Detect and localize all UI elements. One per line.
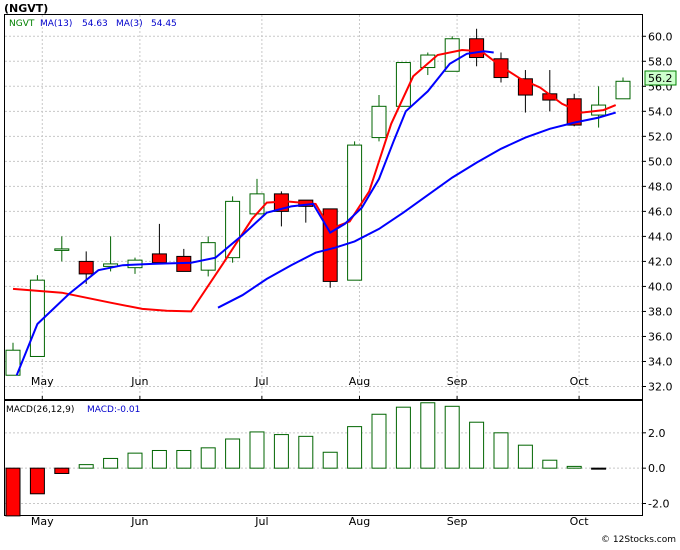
candle-body-up (444, 38, 460, 72)
macd-bar-positive (444, 405, 460, 469)
candle-body-up (615, 80, 631, 100)
price-tick-label: 48.0 (648, 180, 673, 193)
month-label: Sep (447, 375, 468, 388)
ma3-line (12, 48, 617, 313)
legend-ma13-value: 54.63 (82, 19, 108, 29)
candle-body-up (200, 242, 216, 271)
candle-body-down (78, 260, 94, 275)
price-tick-label: 40.0 (648, 280, 673, 293)
macd-bar-positive (176, 449, 192, 469)
macd-bar-positive (395, 406, 411, 469)
macd-bar-negative (29, 467, 45, 495)
x-axis-labels: May May Jun Jun Jul Jul Aug Aug Sep Sep Oct Oct (31, 375, 589, 528)
price-tick-label: 52.0 (648, 130, 673, 143)
macd-bar-positive (127, 452, 143, 469)
macd-bar-positive (103, 457, 119, 469)
price-tag-text: 56.2 (648, 72, 673, 85)
macd-bar-positive (298, 435, 314, 469)
macd-bar-positive (469, 421, 485, 469)
macd-bar-negative (54, 467, 70, 474)
macd-legend: MACD(26,12,9) MACD:-0.01 (6, 405, 140, 415)
macd-bar-positive (347, 426, 363, 469)
footer-credit: © 12Stocks.com (601, 535, 676, 545)
price-axis: 32.0 34.0 36.0 38.0 40.0 42.0 44.0 46.0 48.0 50.0… (642, 30, 673, 393)
legend-ma3-label: MA(3) (116, 19, 143, 29)
macd-bar-positive (200, 447, 216, 469)
price-tick-label: 60.0 (648, 30, 673, 43)
month-label: Sep (447, 515, 468, 528)
month-label: Jul (254, 515, 268, 528)
month-label: May (31, 375, 54, 388)
macd-tick-label: 2.0 (648, 427, 666, 440)
month-label: May (31, 515, 54, 528)
month-label: Jun (130, 375, 148, 388)
month-label: Oct (570, 515, 590, 528)
price-tick-label: 32.0 (648, 380, 673, 393)
candle-body-down (151, 253, 167, 264)
macd-legend-label: MACD(26,12,9) (6, 405, 74, 415)
candle-body-up (420, 54, 436, 69)
month-label: Jul (254, 375, 268, 388)
macd-bar-positive (225, 438, 241, 469)
macd-axis: 2.0 0.0 -2.0 (642, 427, 669, 511)
macd-bar-positive (151, 449, 167, 469)
candle-body-up (5, 349, 21, 376)
macd-bar-positive (371, 413, 387, 469)
macd-histogram (5, 402, 607, 517)
candle-body-up (54, 248, 70, 251)
price-tick-label: 54.0 (648, 105, 673, 118)
price-tick-label: 58.0 (648, 55, 673, 68)
month-label: Aug (349, 515, 370, 528)
macd-bar-positive (542, 459, 558, 469)
candle-body-up (371, 105, 387, 139)
legend-symbol: NGVT (9, 19, 35, 29)
month-label: Jun (130, 515, 148, 528)
price-tick-label: 50.0 (648, 155, 673, 168)
macd-bar-positive (566, 465, 582, 469)
candle-body-up (249, 193, 265, 215)
macd-bar-positive (78, 464, 94, 469)
macd-bar-positive (517, 444, 533, 469)
current-price-tag: 56.2 (644, 70, 677, 86)
price-tick-label: 36.0 (648, 330, 673, 343)
ma13-line (15, 50, 494, 376)
macd-bar-positive (249, 431, 265, 469)
macd-bar-positive (493, 432, 509, 469)
candle-body-down (469, 38, 485, 59)
candle-body-up (103, 263, 119, 267)
ma13-line-continued (217, 111, 616, 309)
chart-title: (NGVT) (4, 2, 48, 15)
legend-ma13-label: MA(13) (40, 19, 72, 29)
macd-bar-negative (5, 467, 21, 517)
macd-bar-positive (273, 434, 289, 469)
macd-tick-label: -2.0 (648, 498, 669, 511)
price-tick-label: 38.0 (648, 305, 673, 318)
price-legend: NGVT MA(13) 54.63 MA(3) 54.45 (9, 19, 177, 29)
macd-bar-positive (322, 451, 338, 469)
month-label: Aug (349, 375, 370, 388)
price-tick-label: 34.0 (648, 355, 673, 368)
price-tag-box (644, 70, 677, 86)
price-panel (4, 14, 643, 400)
macd-bar-positive (420, 402, 436, 469)
month-label: Oct (570, 375, 590, 388)
price-tick-label: 46.0 (648, 205, 673, 218)
moving-averages (12, 48, 617, 376)
macd-bar-negative (591, 467, 607, 470)
legend-ma3-value: 54.45 (151, 19, 177, 29)
price-tick-label: 42.0 (648, 255, 673, 268)
price-tick-label: 44.0 (648, 230, 673, 243)
macd-legend-value: MACD:-0.01 (87, 405, 140, 415)
macd-tick-label: 0.0 (648, 462, 666, 475)
